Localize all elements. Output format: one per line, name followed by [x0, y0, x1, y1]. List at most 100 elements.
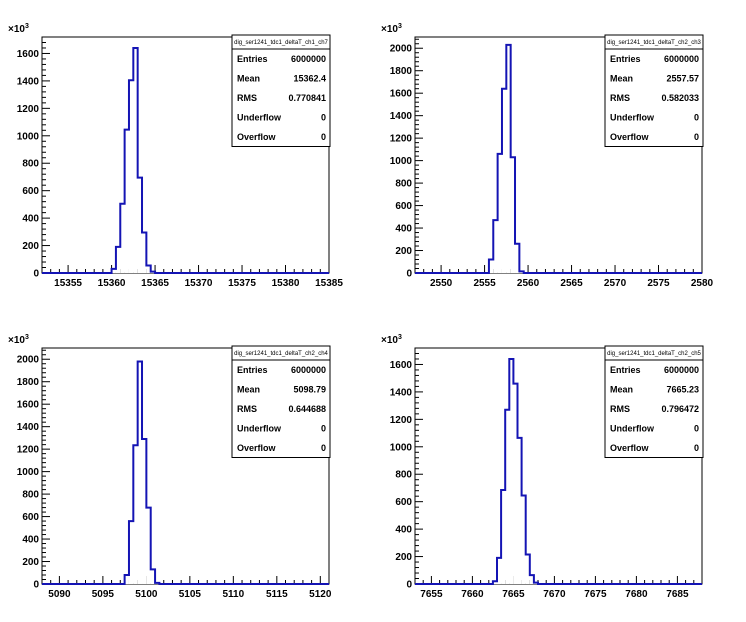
stat-value: 0 [321, 132, 326, 142]
y-tick-label: 1800 [17, 377, 40, 388]
y-tick-label: 0 [406, 580, 412, 591]
histogram-outline [42, 46, 329, 274]
y-tick-label: 800 [22, 159, 39, 170]
y-tick-label: 2000 [390, 44, 413, 55]
stat-value: 0.644688 [288, 404, 326, 414]
y-exponent-value: 3 [25, 23, 29, 30]
stat-label: Overflow [610, 443, 650, 453]
histogram-bin [497, 153, 502, 273]
histogram-name: dig_ser1241_tdc1_deltaT_ch2_ch5 [607, 351, 701, 357]
y-tick-label: 1800 [390, 66, 413, 77]
histogram-bin [513, 383, 518, 584]
histogram-bin [506, 44, 511, 273]
histogram-bin [515, 243, 520, 273]
y-exponent-base: ×10 [381, 335, 398, 346]
histogram-bin [115, 246, 121, 273]
y-tick-label: 1000 [390, 442, 413, 453]
histogram-outline [415, 43, 702, 274]
y-tick-label: 600 [22, 186, 39, 197]
y-exponent-label: ×103 [8, 23, 29, 35]
histogram-bin [146, 507, 151, 584]
x-tick-label: 5090 [48, 589, 71, 600]
stat-label: RMS [610, 93, 630, 103]
x-tick-label: 15355 [54, 278, 82, 289]
y-tick-label: 1200 [390, 134, 413, 145]
y-tick-label: 200 [22, 241, 39, 252]
stat-label: Entries [237, 365, 268, 375]
stats-body-frame [604, 359, 704, 458]
x-tick-label: 5115 [266, 589, 288, 600]
histogram-bin [124, 129, 129, 273]
stat-value: 6000000 [291, 365, 326, 375]
x-tick-label: 15370 [185, 278, 213, 289]
y-tick-label: 1200 [17, 445, 40, 456]
y-exponent-value: 3 [398, 23, 402, 30]
stat-label: RMS [610, 404, 630, 414]
histogram-bin [137, 177, 143, 273]
y-tick-label: 600 [22, 512, 39, 523]
stats-body-frame [231, 359, 331, 458]
stat-label: Mean [237, 74, 260, 84]
x-tick-label: 15375 [228, 278, 256, 289]
histogram-name: dig_ser1241_tdc1_deltaT_ch2_ch4 [234, 351, 328, 357]
stat-label: Underflow [237, 424, 282, 434]
histogram-bin [133, 445, 138, 584]
histogram-outline [415, 357, 702, 585]
y-tick-label: 800 [22, 490, 39, 501]
y-tick-label: 400 [22, 214, 39, 225]
x-tick-label: 15360 [98, 278, 126, 289]
y-exponent-label: ×103 [381, 23, 402, 35]
y-tick-label: 1000 [17, 467, 40, 478]
x-tick-label: 5100 [135, 589, 158, 600]
y-tick-label: 0 [406, 269, 412, 280]
x-tick-label: 2570 [604, 278, 627, 289]
stat-value: 0 [694, 424, 699, 434]
x-tick-label: 2560 [517, 278, 540, 289]
x-tick-label: 7670 [543, 589, 566, 600]
y-tick-label: 400 [395, 224, 412, 235]
stat-label: Overflow [237, 132, 277, 142]
y-tick-label: 1600 [17, 49, 40, 60]
stat-value: 0.770841 [288, 93, 326, 103]
stat-value: 6000000 [664, 54, 699, 64]
y-tick-label: 200 [22, 557, 39, 568]
histogram-name: dig_ser1241_tdc1_deltaT_ch2_ch3 [607, 40, 701, 46]
x-tick-label: 7655 [420, 589, 443, 600]
stat-label: Overflow [610, 132, 650, 142]
histogram-bin [142, 232, 147, 273]
y-tick-label: 1000 [17, 131, 40, 142]
histogram-bin [492, 581, 497, 584]
x-tick-label: 2565 [560, 278, 583, 289]
y-exponent-base: ×10 [8, 24, 25, 35]
x-tick-label: 7680 [625, 589, 648, 600]
y-exponent-base: ×10 [381, 24, 398, 35]
histogram-bin [128, 80, 134, 273]
stat-value: 6000000 [664, 365, 699, 375]
histogram-bin [488, 259, 494, 273]
y-tick-label: 200 [395, 246, 412, 257]
stat-label: Underflow [610, 424, 655, 434]
y-tick-label: 400 [22, 535, 39, 546]
histogram-panel-4: 7655 7660 7665 7670 7675 7680 7685 0 200 400 600 80… [381, 334, 704, 600]
stat-value: 0 [694, 113, 699, 123]
y-exponent-value: 3 [398, 334, 402, 341]
stats-body-frame [231, 48, 331, 147]
stat-value: 0 [694, 443, 699, 453]
stat-value: 0.796472 [661, 404, 699, 414]
stats-box: dig_ser1241_tdc1_deltaT_ch2_ch3 Entries 60… [604, 34, 704, 147]
y-tick-label: 0 [33, 580, 39, 591]
histogram-bin [124, 575, 129, 584]
histogram-bin [509, 358, 514, 584]
y-tick-label: 1400 [390, 111, 413, 122]
y-tick-label: 1200 [390, 415, 413, 426]
histogram-panel-1: 15355 15360 15365 15370 15375 15380 15385 0 200 4… [8, 23, 343, 289]
stat-label: Mean [237, 385, 260, 395]
stat-label: Entries [610, 365, 641, 375]
x-tick-label: 7660 [461, 589, 484, 600]
histogram-bin [146, 265, 151, 273]
y-tick-label: 800 [395, 470, 412, 481]
x-tick-label: 15380 [272, 278, 300, 289]
histogram-bin [120, 203, 125, 273]
x-tick-label: 7665 [502, 589, 525, 600]
